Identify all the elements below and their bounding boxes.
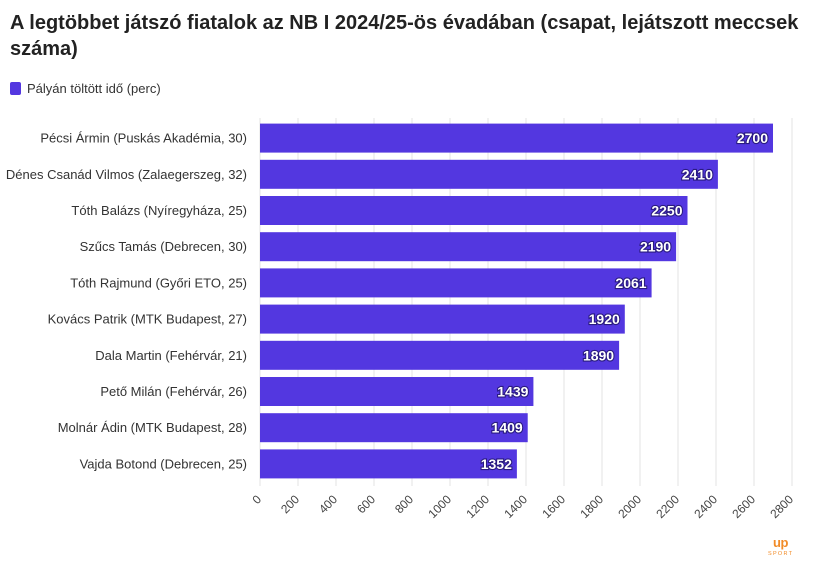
legend-swatch bbox=[10, 81, 21, 95]
chart-legend: Pályán töltött idő (perc) bbox=[10, 79, 161, 97]
x-tick-label: 2600 bbox=[729, 492, 758, 521]
value-label: 2190 bbox=[640, 239, 671, 255]
category-label: Szűcs Tamás (Debrecen, 30) bbox=[80, 239, 247, 254]
category-label: Kovács Patrik (MTK Budapest, 27) bbox=[48, 312, 247, 327]
x-tick-label: 0 bbox=[249, 492, 264, 507]
x-axis-ticks: 0 200 400 600 800 1000 1200 1400 1600 1800 2000 220… bbox=[249, 492, 796, 521]
bar bbox=[260, 159, 718, 189]
category-label: Pécsi Ármin (Puskás Akadémia, 30) bbox=[40, 131, 247, 146]
category-label: Pető Milán (Fehérvár, 26) bbox=[100, 384, 247, 399]
bar bbox=[260, 449, 517, 479]
bar bbox=[260, 268, 652, 298]
category-label: Dénes Csanád Vilmos (Zalaegerszeg, 32) bbox=[6, 167, 247, 182]
bar bbox=[260, 304, 625, 334]
bar bbox=[260, 232, 677, 262]
x-tick-label: 600 bbox=[354, 492, 378, 516]
category-label: Dala Martin (Fehérvár, 21) bbox=[95, 348, 247, 363]
x-tick-label: 1600 bbox=[539, 492, 568, 521]
up-sport-logo: up SPORT bbox=[768, 536, 796, 562]
bar bbox=[260, 413, 528, 443]
bar bbox=[260, 340, 620, 370]
x-tick-label: 2000 bbox=[615, 492, 644, 521]
x-tick-label: 400 bbox=[316, 492, 340, 516]
value-label: 1409 bbox=[492, 420, 523, 436]
x-tick-label: 800 bbox=[392, 492, 416, 516]
x-tick-label: 2200 bbox=[653, 492, 682, 521]
logo-sport-text: SPORT bbox=[768, 551, 794, 557]
value-label: 1890 bbox=[583, 347, 614, 363]
value-label: 2700 bbox=[737, 130, 768, 146]
x-tick-label: 1800 bbox=[577, 492, 606, 521]
value-label: 2250 bbox=[651, 203, 682, 219]
bar bbox=[260, 377, 534, 406]
value-label: 1352 bbox=[481, 456, 512, 472]
x-tick-label: 1200 bbox=[463, 492, 492, 521]
logo-up-text: up bbox=[773, 535, 788, 550]
value-label: 2061 bbox=[615, 275, 646, 291]
category-labels: Pécsi Ármin (Puskás Akadémia, 30) Dénes C… bbox=[6, 131, 247, 472]
x-tick-label: 1400 bbox=[501, 492, 530, 521]
category-label: Tóth Balázs (Nyíregyháza, 25) bbox=[71, 203, 247, 218]
x-tick-label: 1000 bbox=[425, 492, 454, 521]
category-label: Vajda Botond (Debrecen, 25) bbox=[80, 456, 247, 471]
x-tick-label: 200 bbox=[278, 492, 302, 516]
value-label: 2410 bbox=[682, 166, 713, 182]
bar bbox=[260, 123, 773, 153]
value-label: 1920 bbox=[589, 311, 620, 327]
value-labels: 2700 2410 2250 2190 2061 1920 1890 1439 1409 1352 bbox=[480, 129, 770, 473]
x-tick-label: 2800 bbox=[767, 492, 796, 521]
legend-label: Pályán töltött idő (perc) bbox=[27, 80, 161, 96]
bar bbox=[260, 196, 688, 225]
chart-title: A legtöbbet játszó fiatalok az NB I 2024… bbox=[10, 12, 799, 60]
x-tick-label: 2400 bbox=[691, 492, 720, 521]
bars bbox=[260, 123, 773, 479]
category-label: Tóth Rajmund (Győri ETO, 25) bbox=[70, 275, 247, 290]
category-label: Molnár Ádin (MTK Budapest, 28) bbox=[58, 420, 247, 435]
value-label: 1439 bbox=[497, 384, 528, 400]
